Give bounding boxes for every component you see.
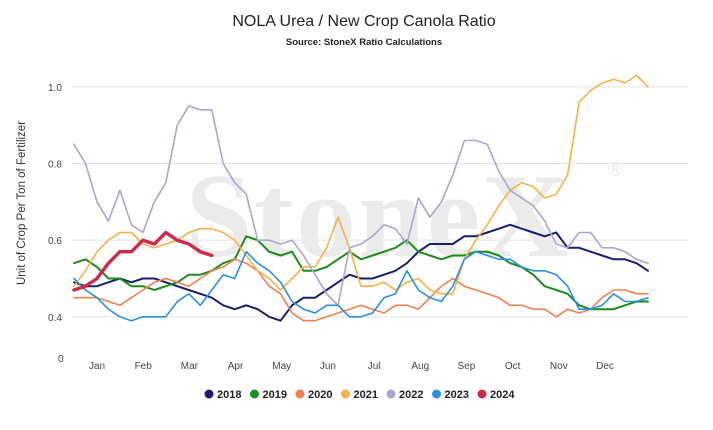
y-tick-label: 0.8 xyxy=(48,160,62,171)
x-tick-label: Oct xyxy=(505,361,521,372)
legend-marker-2018 xyxy=(204,389,214,399)
legend-marker-2020 xyxy=(295,389,305,399)
chart-title: NOLA Urea / New Crop Canola Ratio xyxy=(232,13,495,30)
legend: 2018 2019 2020 2021 2022 2023 2024 xyxy=(204,389,515,401)
y-axis-ticks: 0.4 0.6 0.8 1.0 0 xyxy=(48,83,64,365)
legend-label-2020: 2020 xyxy=(308,389,332,401)
series-line-2022 xyxy=(73,105,649,307)
x-tick-label: Nov xyxy=(550,361,568,372)
legend-marker-2024 xyxy=(477,389,487,399)
legend-marker-2019 xyxy=(250,389,259,399)
legend-label-2018: 2018 xyxy=(217,389,241,401)
y-zero-label: 0 xyxy=(58,354,64,365)
legend-label-2019: 2019 xyxy=(263,389,287,401)
legend-marker-2023 xyxy=(432,389,441,399)
x-tick-label: Jun xyxy=(320,361,336,372)
legend-marker-2022 xyxy=(386,389,396,399)
registered-mark: ® xyxy=(608,159,623,181)
x-tick-label: Jan xyxy=(89,361,105,372)
x-tick-label: May xyxy=(272,361,291,372)
legend-label-2023: 2023 xyxy=(445,389,469,401)
x-tick-label: Dec xyxy=(596,361,614,372)
series-line-2019 xyxy=(73,235,649,311)
series-lines xyxy=(72,74,649,322)
y-axis-label: Unit of Crop Per Ton of Fertilizer xyxy=(16,121,28,285)
y-tick-label: 1.0 xyxy=(48,83,62,94)
y-tick-label: 0.4 xyxy=(48,313,62,324)
series-line-2020 xyxy=(73,258,649,322)
legend-label-2021: 2021 xyxy=(354,389,378,401)
x-axis-ticks: Jan Feb Mar Apr May Jun Jul Aug Sep Oct Nov Dec xyxy=(89,361,614,372)
legend-label-2022: 2022 xyxy=(399,389,423,401)
series-line-2023 xyxy=(73,250,649,322)
x-tick-label: Feb xyxy=(135,361,153,372)
x-tick-label: Apr xyxy=(228,361,244,372)
x-tick-label: Sep xyxy=(458,361,476,372)
x-tick-label: Mar xyxy=(181,361,199,372)
x-tick-label: Jul xyxy=(368,361,381,372)
chart-subtitle: Source: StoneX Ratio Calculations xyxy=(286,37,442,48)
legend-label-2024: 2024 xyxy=(490,389,515,401)
x-tick-label: Aug xyxy=(411,361,429,372)
series-line-2024 xyxy=(72,230,214,292)
y-tick-label: 0.6 xyxy=(48,236,62,247)
series-line-2018 xyxy=(73,223,649,322)
series-line-2021 xyxy=(73,74,649,295)
legend-marker-2021 xyxy=(341,389,350,399)
